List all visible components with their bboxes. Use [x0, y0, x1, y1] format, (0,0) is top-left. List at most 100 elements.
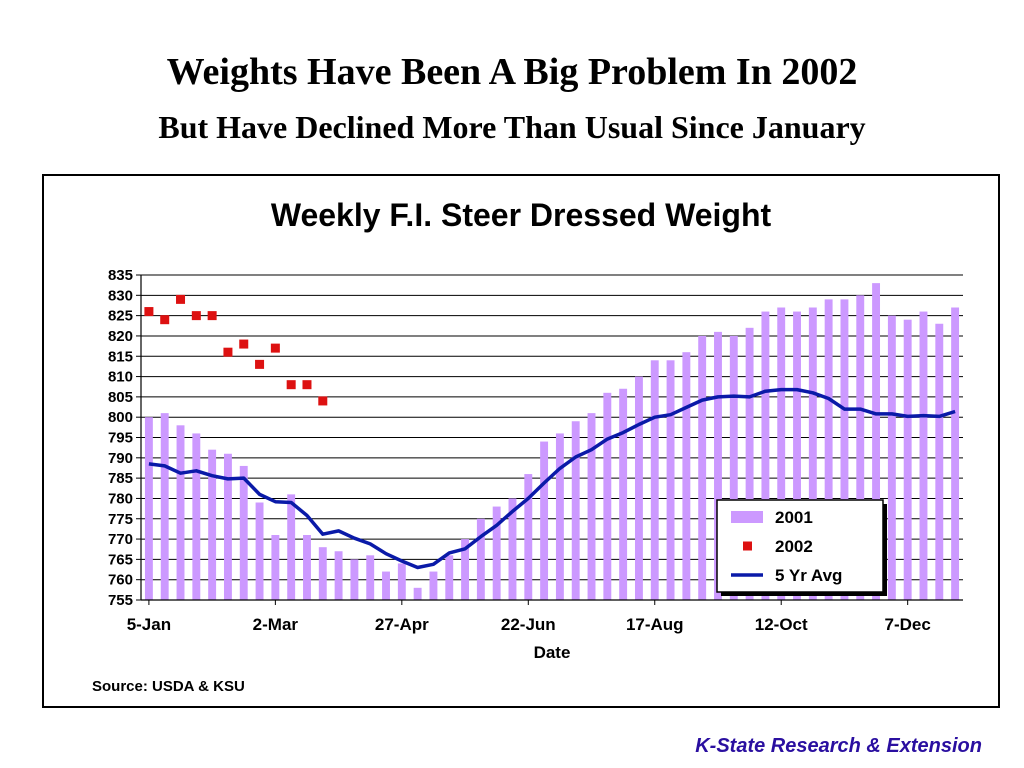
bar-2001: [808, 307, 817, 600]
bar-2001: [603, 392, 612, 600]
y-tick-label: 765: [108, 551, 133, 568]
x-tick-label: 12-Oct: [755, 615, 808, 634]
slide-subtitle: But Have Declined More Than Usual Since …: [158, 109, 866, 145]
bar-2001: [571, 421, 580, 600]
bar-2001: [919, 311, 928, 600]
bar-2001: [350, 559, 359, 600]
bar-2001: [160, 413, 169, 600]
x-tick-label: 7-Dec: [885, 615, 931, 634]
legend-marker-2002: [743, 541, 752, 551]
legend-swatch-2001: [731, 511, 763, 523]
footer-credit: K-State Research & Extension: [695, 735, 982, 757]
bar-2001: [287, 494, 296, 600]
bar-2001: [793, 311, 801, 600]
bar-2001: [223, 453, 232, 600]
y-tick-label: 775: [108, 511, 133, 528]
marker-2002: [160, 315, 170, 325]
marker-2002: [286, 380, 296, 390]
bar-2001: [508, 498, 517, 600]
marker-2002: [255, 359, 265, 369]
y-tick-label: 770: [108, 531, 133, 548]
bar-2001: [461, 539, 470, 600]
bar-2001: [239, 465, 248, 600]
bar-2001: [176, 425, 185, 600]
bar-2001: [714, 331, 722, 600]
bar-2001: [445, 555, 454, 600]
legend-label-2001: 2001: [775, 508, 813, 527]
bar-2001: [366, 555, 375, 600]
bar-2001: [271, 535, 280, 600]
y-tick-label: 755: [108, 592, 133, 609]
marker-2002: [239, 339, 249, 349]
y-tick-label: 790: [108, 450, 133, 467]
y-tick-label: 795: [108, 430, 133, 447]
legend-label-2002: 2002: [775, 537, 813, 556]
marker-2002: [207, 311, 217, 321]
bar-2001: [334, 551, 343, 600]
bar-2001: [429, 571, 438, 600]
chart-title: Weekly F.I. Steer Dressed Weight: [271, 197, 772, 233]
bar-2001: [872, 283, 881, 600]
x-axis-label: Date: [534, 643, 571, 662]
bar-2001: [650, 360, 659, 600]
bar-2001: [397, 563, 406, 600]
bar-2001: [777, 307, 786, 600]
bar-2001: [144, 417, 153, 600]
bar-2001: [303, 535, 311, 600]
marker-2002: [270, 343, 280, 353]
line-5yr-avg: [148, 387, 956, 570]
marker-2002: [318, 396, 328, 406]
bar-2001: [887, 315, 896, 600]
y-tick-label: 805: [108, 389, 133, 406]
x-tick-label: 2-Mar: [253, 615, 299, 634]
marker-2002: [144, 307, 154, 317]
x-tick-label: 17-Aug: [626, 615, 684, 634]
slide-title: Weights Have Been A Big Problem In 2002: [166, 51, 858, 93]
bar-2001: [935, 323, 944, 600]
bar-2001: [761, 311, 770, 600]
bar-2001: [318, 547, 327, 600]
source-note: Source: USDA & KSU: [92, 678, 245, 695]
bar-2001: [619, 388, 628, 600]
marker-2002: [223, 347, 233, 357]
x-tick-label: 5-Jan: [127, 615, 171, 634]
marker-2002: [191, 311, 201, 321]
y-tick-label: 780: [108, 490, 133, 507]
legend-label-5yr: 5 Yr Avg: [775, 566, 842, 585]
marker-2002: [302, 380, 312, 390]
bar-2001: [856, 295, 865, 600]
y-tick-label: 835: [108, 267, 133, 284]
bar-2001: [540, 441, 549, 600]
steer-weight-chart: Weekly F.I. Steer Dressed Weight 755 760 76…: [92, 197, 963, 695]
bar-2001: [476, 518, 485, 600]
bar-2001: [208, 449, 217, 600]
chart-frame: Weekly F.I. Steer Dressed Weight 755 760 76…: [42, 174, 1000, 708]
y-tick-label: 810: [108, 369, 133, 386]
y-tick-label: 760: [108, 572, 133, 589]
bar-2001: [682, 352, 691, 600]
x-tick-label: 22-Jun: [501, 615, 556, 634]
y-tick-label: 820: [108, 328, 133, 345]
bar-2001: [698, 335, 707, 600]
bar-2001: [524, 474, 533, 600]
marker-2002: [176, 294, 186, 304]
y-tick-label: 815: [108, 348, 133, 365]
bar-2001: [903, 319, 912, 600]
bar-2001: [824, 299, 833, 600]
bar-2001: [555, 433, 564, 600]
bar-2001: [192, 433, 201, 600]
bar-2001: [492, 506, 501, 600]
y-tick-label: 785: [108, 470, 133, 487]
bar-2001: [382, 571, 390, 600]
y-tick-label: 830: [108, 287, 133, 304]
y-tick-label: 800: [108, 409, 133, 426]
bar-2001: [729, 335, 738, 600]
bar-2001: [634, 376, 643, 600]
bar-2001: [666, 360, 675, 600]
x-tick-label: 27-Apr: [375, 615, 429, 634]
bar-2001: [587, 413, 596, 600]
bar-2001: [840, 299, 849, 600]
bar-2001: [413, 587, 422, 600]
bar-2001: [951, 307, 960, 600]
bar-2001: [745, 327, 754, 600]
